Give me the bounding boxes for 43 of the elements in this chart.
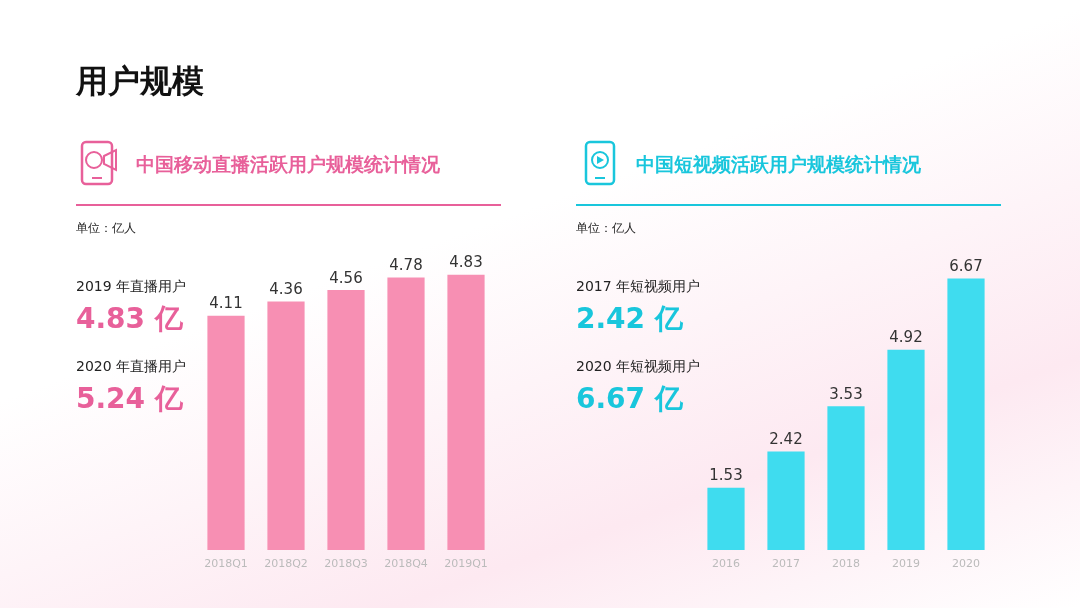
text: 6.67 亿 bbox=[576, 381, 683, 417]
bar bbox=[387, 277, 425, 550]
data-label: 6.67 bbox=[949, 256, 983, 275]
bar bbox=[947, 278, 985, 550]
chart-subtitle: 单位：亿人 bbox=[576, 220, 636, 237]
bar bbox=[327, 290, 365, 550]
text: 2020 年直播用户 bbox=[76, 358, 187, 376]
bar bbox=[207, 315, 245, 550]
bar bbox=[767, 451, 805, 550]
data-label: 4.56 bbox=[329, 268, 363, 287]
data-label: 4.36 bbox=[269, 279, 303, 298]
data-label: 4.92 bbox=[889, 328, 923, 347]
bar bbox=[267, 301, 305, 550]
x-tick-label: 2019 bbox=[892, 557, 920, 570]
chart-subtitle: 单位：亿人 bbox=[76, 220, 136, 237]
x-tick-label: 2016 bbox=[712, 557, 740, 570]
x-tick-label: 2020 bbox=[952, 557, 980, 570]
annotation: 2020 年短视频用户 bbox=[576, 358, 701, 376]
text: 用户规模 bbox=[76, 61, 204, 102]
bar bbox=[707, 487, 745, 550]
text: 5.24 亿 bbox=[76, 381, 183, 417]
data-label: 2.42 bbox=[769, 429, 803, 448]
text: 2019 年直播用户 bbox=[76, 278, 187, 296]
bar bbox=[447, 274, 485, 550]
data-label: 4.11 bbox=[209, 294, 243, 313]
bar bbox=[827, 406, 865, 550]
x-tick-label: 2018Q4 bbox=[384, 557, 428, 570]
bar bbox=[887, 349, 925, 550]
chart-title: 中国移动直播活跃用户规模统计情况 bbox=[136, 152, 440, 177]
data-label: 4.78 bbox=[389, 256, 423, 275]
x-tick-label: 2017 bbox=[772, 557, 800, 570]
x-tick-label: 2018Q3 bbox=[324, 557, 368, 570]
data-label: 4.83 bbox=[449, 253, 483, 272]
text: 2.42 亿 bbox=[576, 301, 683, 337]
text: 4.83 亿 bbox=[76, 301, 183, 337]
data-label: 1.53 bbox=[709, 466, 743, 485]
data-label: 3.53 bbox=[829, 384, 863, 403]
annotation: 2017 年短视频用户 bbox=[576, 278, 701, 296]
x-tick-label: 2019Q1 bbox=[444, 557, 488, 570]
chart-title: 中国短视频活跃用户规模统计情况 bbox=[636, 152, 921, 177]
x-tick-label: 2018Q1 bbox=[204, 557, 248, 570]
x-tick-label: 2018Q2 bbox=[264, 557, 308, 570]
x-tick-label: 2018 bbox=[832, 557, 860, 570]
